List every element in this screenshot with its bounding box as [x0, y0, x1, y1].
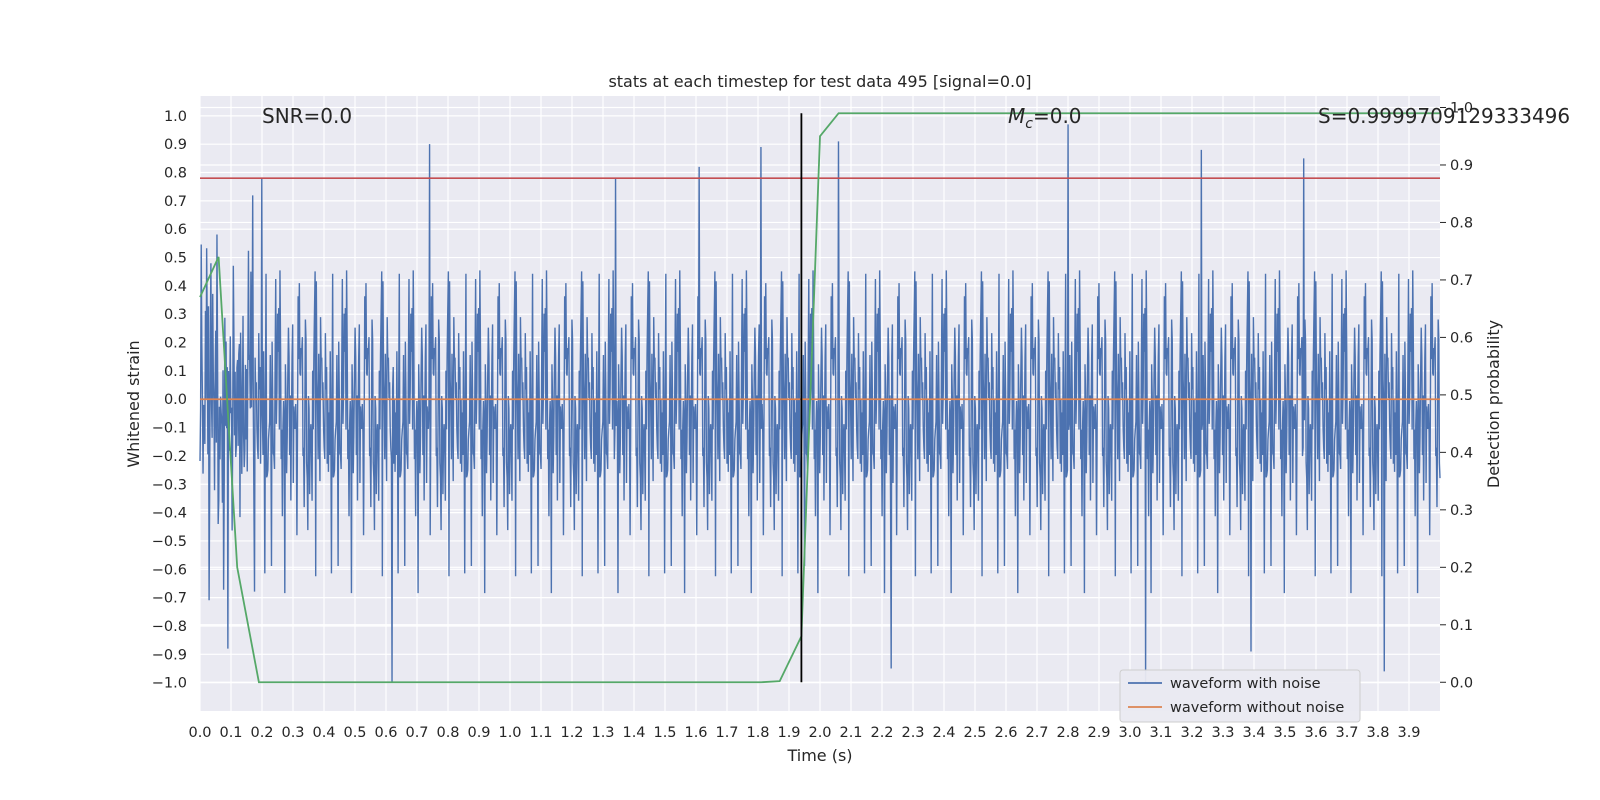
x-tick-label: 2.2	[870, 725, 893, 741]
x-tick-label: 0.0	[188, 725, 211, 741]
mc-value: =0.0	[1033, 104, 1082, 128]
x-tick-label: 2.5	[963, 725, 986, 741]
noise-layer	[199, 124, 1441, 683]
y-left-tick-label: −0.2	[152, 449, 187, 465]
x-tick-label: 2.3	[901, 725, 924, 741]
y-left-tick-label: 0.6	[164, 222, 187, 238]
y-left-tick-label: −0.1	[152, 421, 187, 437]
y-right-tick-label: 0.2	[1450, 560, 1473, 576]
legend-label-with-noise: waveform with noise	[1170, 676, 1321, 692]
x-tick-label: 1.4	[622, 725, 645, 741]
y-left-tick-label: 0.0	[164, 392, 187, 408]
legend-box	[1119, 669, 1361, 723]
x-tick-label: 1.3	[591, 725, 614, 741]
x-tick-label: 2.8	[1056, 725, 1079, 741]
y-right-tick-label: 0.9	[1450, 158, 1473, 174]
x-tick-label: 3.4	[1242, 725, 1265, 741]
x-tick-label: 3.6	[1304, 725, 1327, 741]
y-left-tick-label: −0.3	[152, 477, 187, 493]
x-tick-label: 1.7	[715, 725, 738, 741]
y-right-tick-label: 0.0	[1450, 675, 1473, 691]
mc-annotation: Mc=0.0	[1008, 104, 1082, 132]
x-tick-label: 1.5	[653, 725, 676, 741]
y-right-tick-label: 0.1	[1450, 618, 1473, 634]
y-left-tick-label: −0.5	[152, 534, 187, 550]
x-tick-label: 2.7	[1025, 725, 1048, 741]
snr-annotation: SNR=0.0	[262, 104, 352, 128]
y-left-tick-label: 0.7	[164, 194, 187, 210]
y-left-tick-label: 0.9	[164, 137, 187, 153]
y-left-tick-label: −1.0	[152, 676, 187, 692]
x-tick-label: 3.5	[1273, 725, 1296, 741]
x-tick-label: 0.9	[467, 725, 490, 741]
mc-symbol: M	[1008, 104, 1025, 128]
x-tick-label: 0.3	[281, 725, 304, 741]
y-axis-label-left: Whitened strain	[124, 340, 143, 467]
y-right-tick-label: 0.3	[1450, 503, 1473, 519]
x-tick-label: 2.9	[1087, 725, 1110, 741]
chart-title: stats at each timestep for test data 495…	[608, 72, 1031, 91]
x-tick-label: 2.0	[808, 725, 831, 741]
x-tick-label: 1.8	[746, 725, 769, 741]
x-tick-label: 2.1	[839, 725, 862, 741]
x-tick-label: 0.5	[343, 725, 366, 741]
x-tick-label: 1.6	[684, 725, 707, 741]
y-left-tick-label: 0.3	[164, 307, 187, 323]
x-tick-label: 3.7	[1335, 725, 1358, 741]
y-left-tick-label: 1.0	[164, 109, 187, 125]
x-tick-label: 1.9	[777, 725, 800, 741]
y-right-tick-label: 0.7	[1450, 273, 1473, 289]
series-waveform-with-noise	[199, 124, 1441, 683]
legend: waveform with noise waveform without noi…	[1119, 669, 1361, 723]
x-axis-label: Time (s)	[786, 746, 852, 765]
x-tick-label: 3.3	[1211, 725, 1234, 741]
legend-label-without-noise: waveform without noise	[1170, 700, 1344, 716]
x-tick-label: 1.2	[560, 725, 583, 741]
mc-subscript: c	[1025, 116, 1033, 132]
y-left-tick-label: −0.8	[152, 619, 187, 635]
x-tick-label: 0.7	[405, 725, 428, 741]
x-tick-label: 0.8	[436, 725, 459, 741]
y-left-tick-label: 0.4	[164, 279, 187, 295]
y-left-tick-label: 0.8	[164, 166, 187, 182]
y-left-tick-label: 0.1	[164, 364, 187, 380]
y-right-tick-label: 0.6	[1450, 330, 1473, 346]
ticks-layer: 0.0 0.1 0.2 0.3 0.4 0.5 0.6 0.7 0.8 0.9 1.0 1.1 1.2 1…	[152, 100, 1473, 741]
x-tick-label: 3.9	[1397, 725, 1420, 741]
x-tick-label: 0.4	[312, 725, 335, 741]
y-right-tick-label: 0.5	[1450, 388, 1473, 404]
x-tick-label: 3.0	[1118, 725, 1141, 741]
y-left-tick-label: −0.9	[152, 647, 187, 663]
y-left-tick-label: −0.4	[152, 506, 187, 522]
y-left-tick-label: 0.5	[164, 251, 187, 267]
x-tick-label: 1.1	[529, 725, 552, 741]
y-right-tick-label: 0.8	[1450, 215, 1473, 231]
y-right-tick-label: 0.4	[1450, 445, 1473, 461]
y-right-tick-label: 1.0	[1450, 100, 1473, 116]
series-detection-probability	[199, 112, 1440, 684]
x-tick-label: 0.1	[219, 725, 242, 741]
x-tick-label: 1.0	[498, 725, 521, 741]
s-annotation: S=0.9999709129333496	[1318, 104, 1570, 128]
x-tick-label: 0.6	[374, 725, 397, 741]
y-left-tick-label: −0.6	[152, 562, 187, 578]
x-tick-label: 3.1	[1149, 725, 1172, 741]
x-tick-label: 2.4	[932, 725, 955, 741]
x-tick-label: 3.2	[1180, 725, 1203, 741]
y-axis-label-right: Detection probability	[1484, 320, 1503, 488]
y-left-tick-label: −0.7	[152, 591, 187, 607]
x-tick-label: 2.6	[994, 725, 1017, 741]
x-tick-label: 3.8	[1366, 725, 1389, 741]
y-left-tick-label: 0.2	[164, 336, 187, 352]
lines-layer	[199, 112, 1440, 684]
x-tick-label: 0.2	[250, 725, 273, 741]
